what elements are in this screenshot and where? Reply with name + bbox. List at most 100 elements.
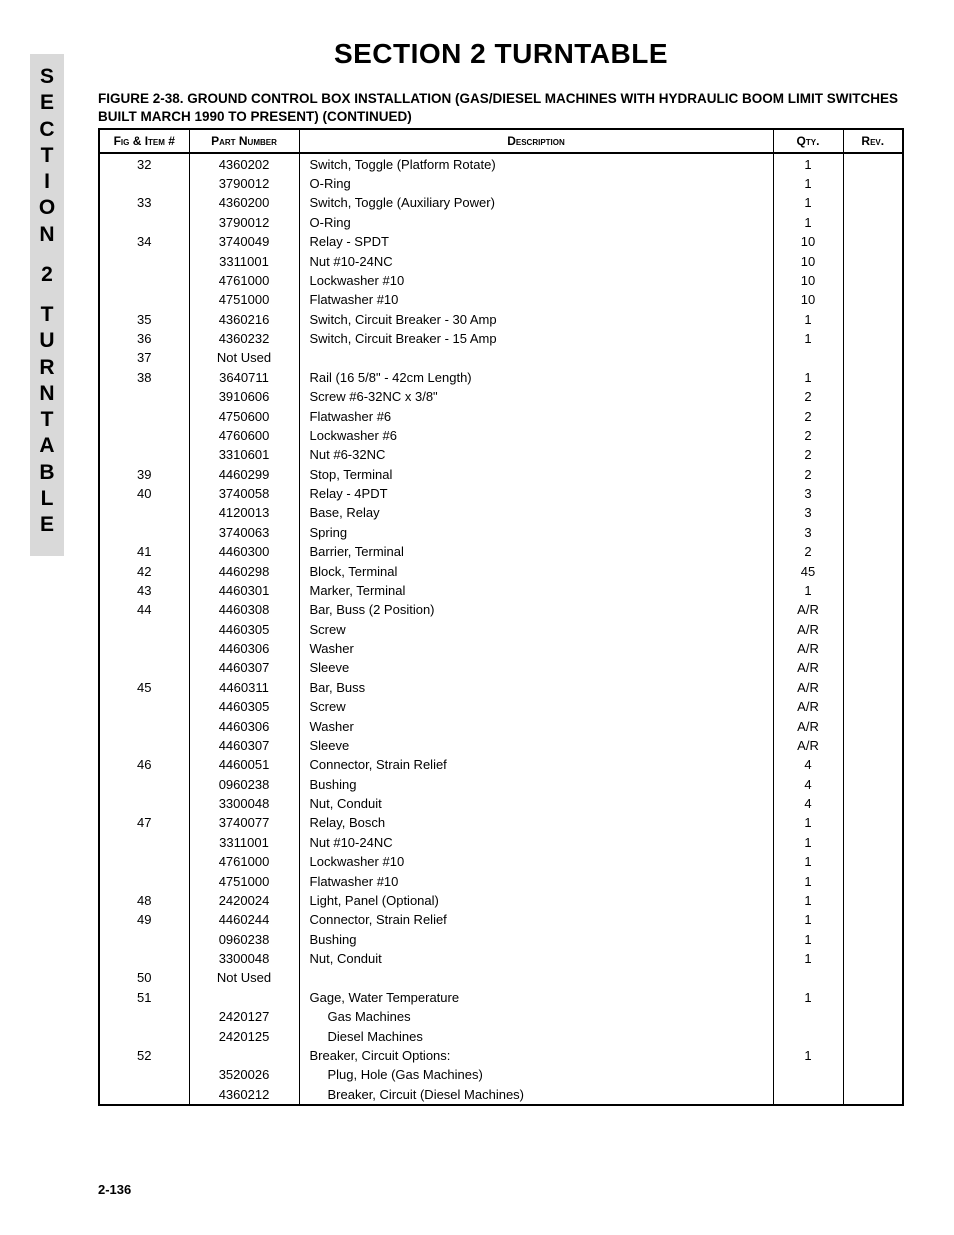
- cell-part: [189, 988, 299, 1007]
- cell-part: 4360216: [189, 309, 299, 328]
- cell-rev: [843, 348, 903, 367]
- cell-qty: 1: [773, 871, 843, 890]
- cell-fig: [99, 639, 189, 658]
- content-area: SECTION 2 TURNTABLE FIGURE 2-38. GROUND …: [98, 38, 904, 1106]
- col-header-rev: Rev.: [843, 129, 903, 153]
- table-row: 4761000Lockwasher #1010: [99, 271, 903, 290]
- cell-part: 3740063: [189, 523, 299, 542]
- cell-part: 3740077: [189, 813, 299, 832]
- cell-rev: [843, 309, 903, 328]
- cell-fig: 39: [99, 464, 189, 483]
- cell-desc: Marker, Terminal: [299, 581, 773, 600]
- cell-part: 4460308: [189, 600, 299, 619]
- cell-qty: 1: [773, 581, 843, 600]
- cell-qty: 1: [773, 949, 843, 968]
- cell-part: 4360200: [189, 193, 299, 212]
- cell-part: 4360232: [189, 329, 299, 348]
- cell-fig: [99, 794, 189, 813]
- table-row: 4460307SleeveA/R: [99, 658, 903, 677]
- cell-qty: A/R: [773, 736, 843, 755]
- table-row: 473740077Relay, Bosch1: [99, 813, 903, 832]
- cell-part: 3300048: [189, 794, 299, 813]
- table-row: 4751000Flatwasher #101: [99, 871, 903, 890]
- cell-part: 3300048: [189, 949, 299, 968]
- cell-desc: Flatwasher #6: [299, 406, 773, 425]
- cell-fig: 41: [99, 542, 189, 561]
- cell-qty: 1: [773, 153, 843, 173]
- cell-rev: [843, 619, 903, 638]
- table-row: 37Not Used: [99, 348, 903, 367]
- cell-rev: [843, 426, 903, 445]
- cell-qty: A/R: [773, 697, 843, 716]
- cell-part: 4460306: [189, 639, 299, 658]
- cell-rev: [843, 153, 903, 173]
- parts-table-body: 324360202Switch, Toggle (Platform Rotate…: [99, 153, 903, 1104]
- cell-desc: Sleeve: [299, 736, 773, 755]
- figure-caption: FIGURE 2-38. GROUND CONTROL BOX INSTALLA…: [98, 90, 904, 126]
- cell-qty: 1: [773, 833, 843, 852]
- table-row: 343740049Relay - SPDT10: [99, 232, 903, 251]
- cell-fig: [99, 852, 189, 871]
- cell-qty: [773, 1084, 843, 1104]
- table-row: 354360216Switch, Circuit Breaker - 30 Am…: [99, 309, 903, 328]
- table-row: 364360232Switch, Circuit Breaker - 15 Am…: [99, 329, 903, 348]
- cell-rev: [843, 716, 903, 735]
- cell-fig: 48: [99, 891, 189, 910]
- cell-part: 4460299: [189, 464, 299, 483]
- cell-rev: [843, 523, 903, 542]
- cell-qty: 3: [773, 484, 843, 503]
- table-row: 3790012O-Ring1: [99, 174, 903, 193]
- cell-rev: [843, 329, 903, 348]
- cell-desc: O-Ring: [299, 174, 773, 193]
- cell-part: 3790012: [189, 213, 299, 232]
- cell-desc: Connector, Strain Relief: [299, 755, 773, 774]
- table-row: 3311001Nut #10-24NC1: [99, 833, 903, 852]
- cell-part: 4460244: [189, 910, 299, 929]
- cell-rev: [843, 678, 903, 697]
- cell-part: 4760600: [189, 426, 299, 445]
- cell-desc: Lockwasher #6: [299, 426, 773, 445]
- cell-fig: 46: [99, 755, 189, 774]
- cell-desc: Gas Machines: [299, 1007, 773, 1026]
- cell-qty: 1: [773, 929, 843, 948]
- table-row: 3311001Nut #10-24NC10: [99, 251, 903, 270]
- cell-rev: [843, 542, 903, 561]
- cell-fig: 35: [99, 309, 189, 328]
- table-row: 4460306WasherA/R: [99, 639, 903, 658]
- cell-desc: Light, Panel (Optional): [299, 891, 773, 910]
- cell-qty: 3: [773, 523, 843, 542]
- cell-qty: 1: [773, 213, 843, 232]
- cell-fig: 42: [99, 561, 189, 580]
- cell-qty: 2: [773, 464, 843, 483]
- cell-fig: [99, 387, 189, 406]
- cell-qty: 1: [773, 174, 843, 193]
- cell-qty: [773, 1007, 843, 1026]
- cell-fig: [99, 1084, 189, 1104]
- cell-fig: 40: [99, 484, 189, 503]
- cell-qty: 1: [773, 1046, 843, 1065]
- table-row: 482420024Light, Panel (Optional)1: [99, 891, 903, 910]
- cell-rev: [843, 464, 903, 483]
- page-number: 2-136: [98, 1182, 131, 1197]
- section-title: SECTION 2 TURNTABLE: [98, 38, 904, 70]
- cell-qty: 10: [773, 232, 843, 251]
- table-row: 3310601Nut #6-32NC2: [99, 445, 903, 464]
- col-header-desc: Description: [299, 129, 773, 153]
- cell-desc: Stop, Terminal: [299, 464, 773, 483]
- table-row: 3520026Plug, Hole (Gas Machines): [99, 1065, 903, 1084]
- cell-desc: Switch, Circuit Breaker - 30 Amp: [299, 309, 773, 328]
- cell-fig: [99, 949, 189, 968]
- cell-desc: Block, Terminal: [299, 561, 773, 580]
- cell-fig: [99, 213, 189, 232]
- cell-rev: [843, 1084, 903, 1104]
- cell-qty: [773, 1026, 843, 1045]
- cell-fig: 50: [99, 968, 189, 987]
- cell-desc: Bar, Buss (2 Position): [299, 600, 773, 619]
- cell-qty: 10: [773, 251, 843, 270]
- cell-rev: [843, 290, 903, 309]
- cell-fig: [99, 503, 189, 522]
- cell-qty: 45: [773, 561, 843, 580]
- cell-part: 2420127: [189, 1007, 299, 1026]
- cell-rev: [843, 193, 903, 212]
- cell-qty: 1: [773, 988, 843, 1007]
